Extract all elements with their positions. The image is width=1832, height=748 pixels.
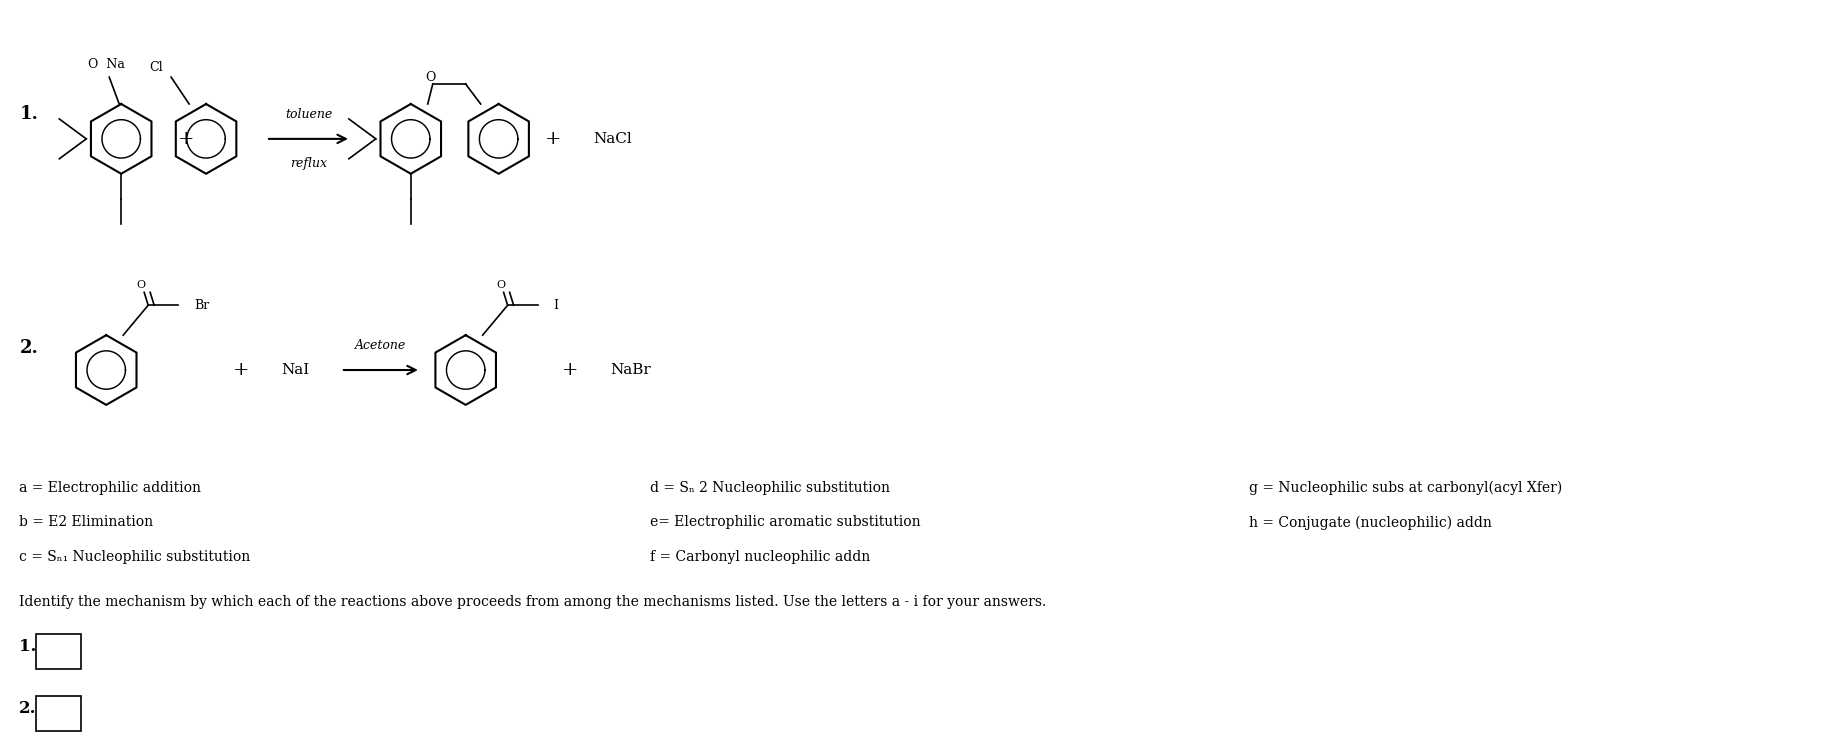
- Text: Identify the mechanism by which each of the reactions above proceeds from among : Identify the mechanism by which each of …: [20, 595, 1046, 609]
- Text: I: I: [553, 298, 559, 312]
- Text: NaI: NaI: [280, 363, 310, 377]
- Text: O: O: [425, 70, 436, 84]
- Text: b = E2 Elimination: b = E2 Elimination: [20, 515, 154, 530]
- Text: f = Carbonyl nucleophilic addn: f = Carbonyl nucleophilic addn: [650, 551, 870, 564]
- FancyBboxPatch shape: [37, 634, 81, 669]
- Text: NaBr: NaBr: [610, 363, 650, 377]
- Text: 1.: 1.: [20, 639, 37, 655]
- Text: g = Nucleophilic subs at carbonyl(acyl Xfer): g = Nucleophilic subs at carbonyl(acyl X…: [1249, 480, 1563, 494]
- Text: O  Na: O Na: [88, 58, 125, 70]
- Text: +: +: [178, 130, 194, 148]
- FancyBboxPatch shape: [37, 696, 81, 731]
- Text: toluene: toluene: [286, 108, 333, 121]
- Text: c = Sₙ₁ Nucleophilic substitution: c = Sₙ₁ Nucleophilic substitution: [20, 551, 251, 564]
- Text: O: O: [496, 280, 506, 290]
- Text: Br: Br: [194, 298, 209, 312]
- Text: Cl: Cl: [150, 61, 163, 73]
- Text: reflux: reflux: [291, 157, 328, 170]
- Text: O: O: [137, 280, 147, 290]
- Text: a = Electrophilic addition: a = Electrophilic addition: [20, 480, 202, 494]
- Text: +: +: [546, 130, 562, 148]
- Text: +: +: [233, 361, 249, 379]
- Text: h = Conjugate (nucleophilic) addn: h = Conjugate (nucleophilic) addn: [1249, 515, 1493, 530]
- Text: 1.: 1.: [20, 105, 38, 123]
- Text: +: +: [562, 361, 579, 379]
- Text: 2.: 2.: [20, 700, 37, 717]
- Text: Acetone: Acetone: [355, 339, 407, 352]
- Text: 2.: 2.: [20, 339, 38, 357]
- Text: NaCl: NaCl: [594, 132, 632, 146]
- Text: e= Electrophilic aromatic substitution: e= Electrophilic aromatic substitution: [650, 515, 921, 530]
- Text: d = Sₙ 2 Nucleophilic substitution: d = Sₙ 2 Nucleophilic substitution: [650, 480, 890, 494]
